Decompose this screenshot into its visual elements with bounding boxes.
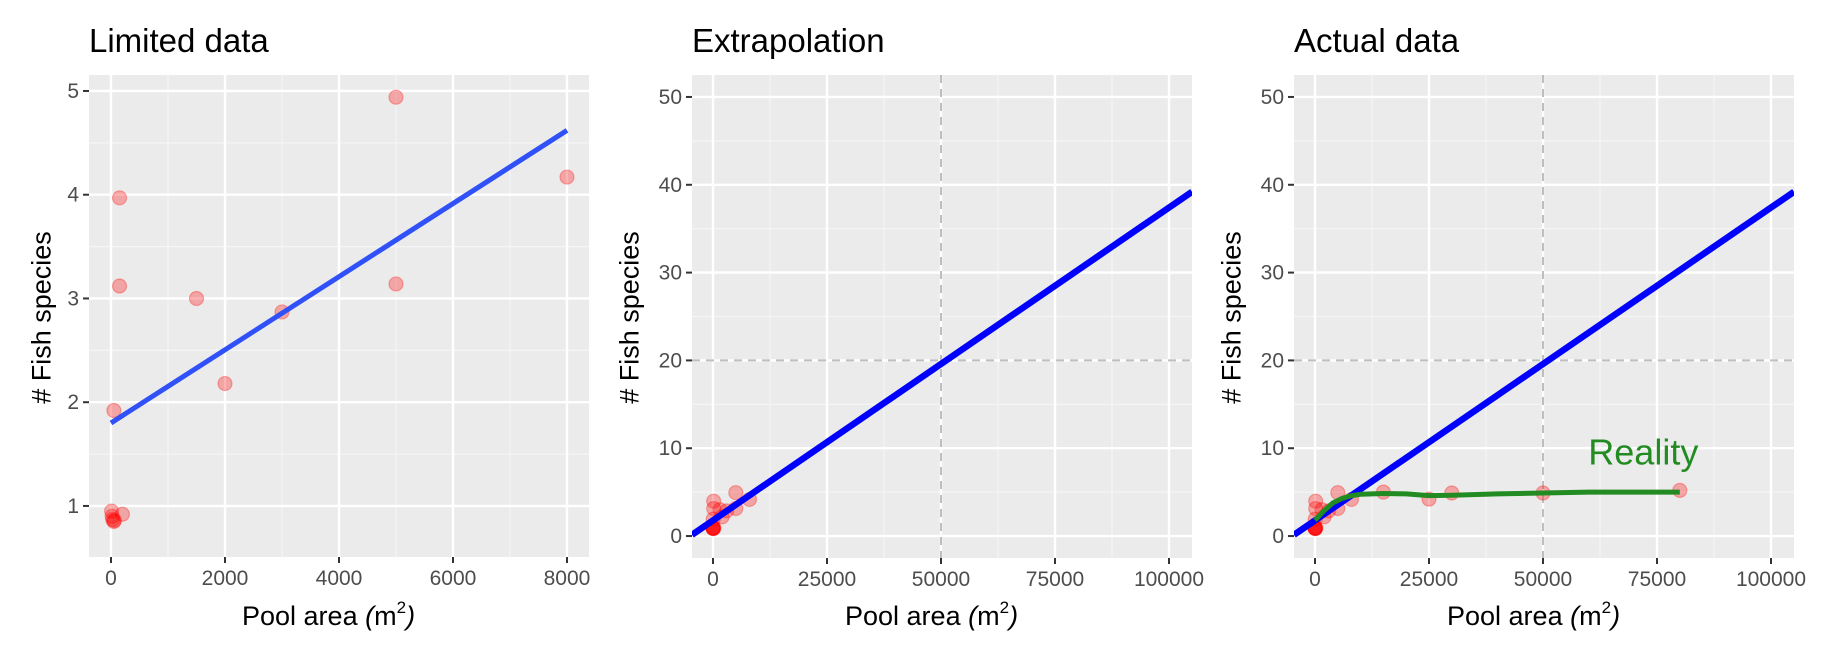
x-tick-label: 6000 xyxy=(430,567,477,590)
y-tick-label: 50 xyxy=(1261,86,1284,109)
y-tick-label: 10 xyxy=(659,437,682,460)
x-axis-label-text: Pool area xyxy=(845,601,969,631)
data-point xyxy=(111,190,128,206)
x-axis-unit: m xyxy=(1579,601,1602,631)
plot-layer xyxy=(1294,75,1794,558)
data-point xyxy=(103,503,120,519)
y-tick-label: 0 xyxy=(1272,525,1284,548)
panel-title: Limited data xyxy=(89,22,269,59)
data-point xyxy=(706,493,722,509)
x-axis-label-text: Pool area xyxy=(1447,601,1571,631)
x-axis-unit-exponent: 2 xyxy=(396,598,407,617)
data-point xyxy=(559,169,575,185)
x-tick-label: 75000 xyxy=(1026,568,1084,591)
y-tick-label: 5 xyxy=(67,80,79,103)
x-axis-paren-close: ) xyxy=(1009,601,1019,631)
y-tick-label: 30 xyxy=(1261,262,1284,285)
data-point xyxy=(114,506,131,522)
panel-limited-data: Limited data # Fish species Pool area (m… xyxy=(0,0,608,672)
data-point xyxy=(105,511,121,528)
x-axis-paren-open: ( xyxy=(1570,601,1580,631)
x-tick-label: 50000 xyxy=(1514,568,1572,591)
y-tick-label: 10 xyxy=(1261,437,1284,460)
fit-line xyxy=(692,189,1192,538)
data-point xyxy=(217,375,233,392)
x-tick-label: 4000 xyxy=(316,567,363,590)
y-tick-label: 0 xyxy=(670,525,682,548)
data-point xyxy=(104,508,120,524)
reality-curve xyxy=(1313,489,1680,522)
data-point xyxy=(106,512,123,529)
data-point xyxy=(111,278,128,294)
data-point xyxy=(388,89,404,105)
y-tick-label: 40 xyxy=(659,174,682,197)
x-tick-label: 25000 xyxy=(798,568,856,591)
data-point xyxy=(706,501,722,517)
panel-title: Extrapolation xyxy=(692,22,885,59)
x-tick-label: 100000 xyxy=(1736,568,1806,591)
data-point xyxy=(106,402,122,419)
fit-line xyxy=(109,128,569,426)
plot-layer xyxy=(692,75,1192,558)
y-tick-label: 2 xyxy=(67,391,79,414)
x-tick-label: 75000 xyxy=(1628,568,1686,591)
data-point xyxy=(1308,493,1324,509)
x-axis-label: Pool area (m2) xyxy=(242,598,416,632)
data-point xyxy=(728,485,744,501)
y-tick-label: 30 xyxy=(659,262,682,285)
y-tick-label: 3 xyxy=(67,287,79,310)
y-tick-label: 20 xyxy=(659,349,682,372)
x-axis-paren-close: ) xyxy=(406,601,416,631)
x-axis-unit: m xyxy=(374,601,397,631)
x-axis-paren-close: ) xyxy=(1611,601,1621,631)
x-tick-label: 100000 xyxy=(1134,568,1204,591)
x-tick-label: 8000 xyxy=(544,567,591,590)
y-tick-label: 20 xyxy=(1261,349,1284,372)
x-tick-label: 2000 xyxy=(202,567,249,590)
x-tick-label: 0 xyxy=(1309,568,1321,591)
x-axis-paren-open: ( xyxy=(365,601,375,631)
x-axis-label: Pool area (m2) xyxy=(845,598,1019,632)
x-tick-label: 0 xyxy=(707,568,719,591)
x-tick-label: 50000 xyxy=(912,568,970,591)
y-tick-label: 4 xyxy=(67,184,79,207)
y-tick-label: 40 xyxy=(1261,174,1284,197)
x-tick-label: 25000 xyxy=(1400,568,1458,591)
x-axis-label: Pool area (m2) xyxy=(1447,598,1621,632)
x-axis-paren-open: ( xyxy=(968,601,978,631)
data-point xyxy=(388,276,404,292)
panel-title: Actual data xyxy=(1294,22,1460,59)
data-point xyxy=(106,513,122,530)
data-point xyxy=(188,290,205,307)
x-axis-unit-exponent: 2 xyxy=(999,598,1010,617)
x-axis-unit: m xyxy=(977,601,1000,631)
y-tick-label: 1 xyxy=(67,495,79,518)
plot-area: 0 2000 4000 6000 8000 1 2 3 4 5 xyxy=(67,75,591,590)
annotation-reality: Reality xyxy=(1588,432,1698,473)
plot-layer xyxy=(89,75,589,557)
x-axis-label-text: Pool area xyxy=(242,601,366,631)
x-axis-unit-exponent: 2 xyxy=(1601,598,1612,617)
x-tick-label: 0 xyxy=(105,567,117,590)
y-tick-label: 50 xyxy=(659,86,682,109)
fit-line xyxy=(1294,189,1794,538)
